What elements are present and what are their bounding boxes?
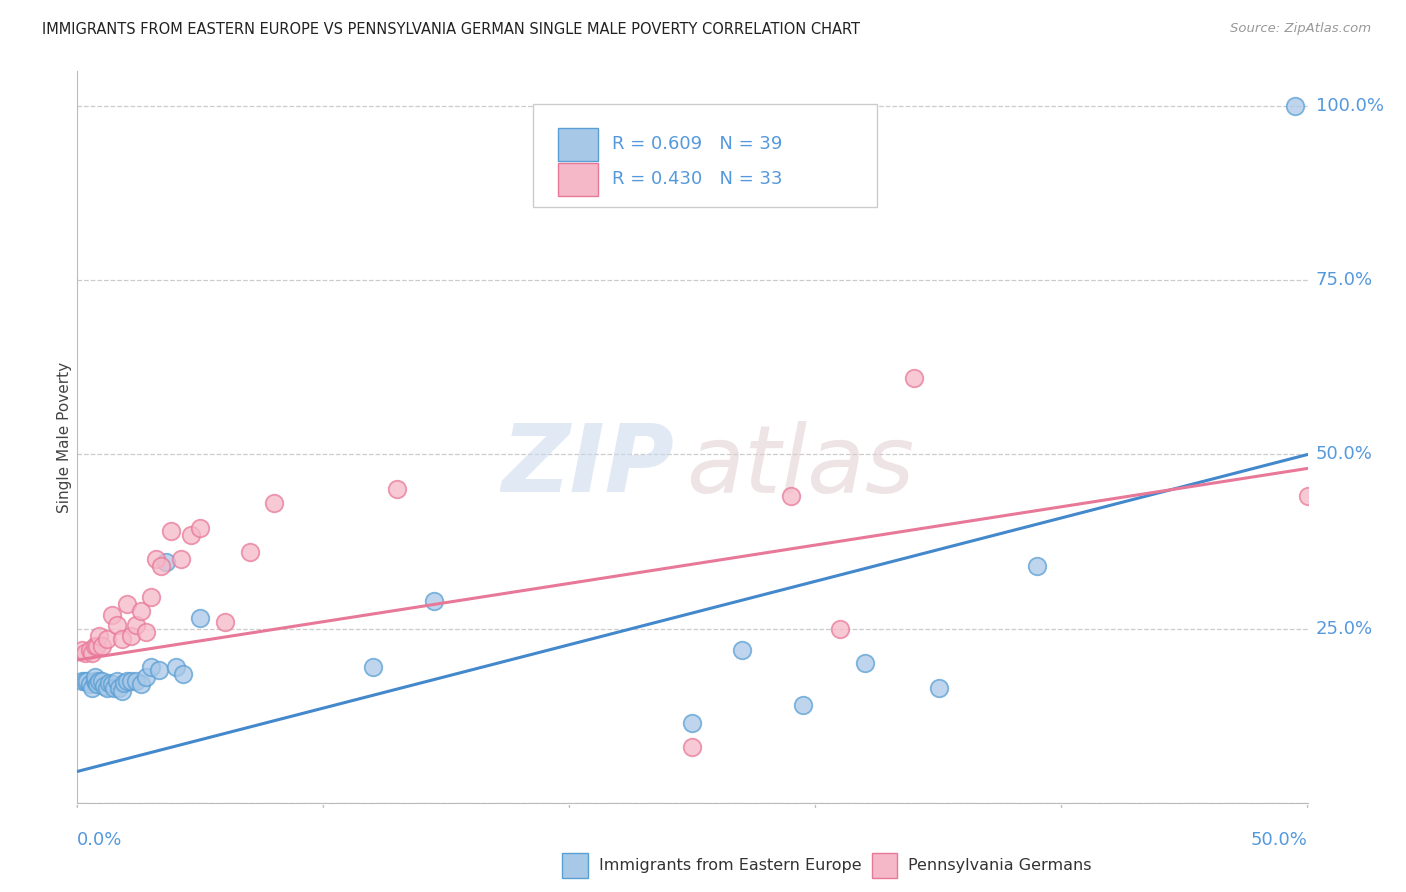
Point xyxy=(121,673,143,688)
Point xyxy=(1284,99,1306,113)
Point xyxy=(780,489,803,503)
Point xyxy=(135,670,157,684)
Point xyxy=(111,632,132,646)
Point xyxy=(73,646,96,660)
Point xyxy=(141,660,163,674)
Point xyxy=(70,642,93,657)
Bar xyxy=(558,128,598,161)
Point xyxy=(105,618,128,632)
Point xyxy=(70,673,93,688)
Point xyxy=(90,673,114,688)
Text: 50.0%: 50.0% xyxy=(1251,830,1308,848)
Point xyxy=(1296,489,1319,503)
Text: Source: ZipAtlas.com: Source: ZipAtlas.com xyxy=(1230,22,1371,36)
Point xyxy=(263,496,285,510)
Point xyxy=(121,629,143,643)
Point xyxy=(423,594,446,608)
Point xyxy=(101,607,124,622)
Point xyxy=(89,673,111,688)
Point xyxy=(165,660,187,674)
Point xyxy=(86,639,108,653)
Point xyxy=(79,677,101,691)
Point xyxy=(385,483,409,497)
Text: ZIP: ZIP xyxy=(501,420,673,512)
Text: 50.0%: 50.0% xyxy=(1316,445,1372,464)
Point xyxy=(115,673,138,688)
Point xyxy=(135,625,157,640)
Point xyxy=(1026,558,1049,573)
Point xyxy=(125,618,148,632)
Point xyxy=(125,673,148,688)
Point xyxy=(188,611,212,625)
Text: R = 0.430   N = 33: R = 0.430 N = 33 xyxy=(613,170,783,188)
Point xyxy=(180,527,202,541)
Point xyxy=(361,660,384,674)
Point xyxy=(141,591,163,605)
Point xyxy=(682,740,704,755)
Text: atlas: atlas xyxy=(686,421,914,512)
Point xyxy=(214,615,236,629)
Point xyxy=(82,681,104,695)
Text: IMMIGRANTS FROM EASTERN EUROPE VS PENNSYLVANIA GERMAN SINGLE MALE POVERTY CORREL: IMMIGRANTS FROM EASTERN EUROPE VS PENNSY… xyxy=(42,22,860,37)
Point xyxy=(239,545,262,559)
Point xyxy=(129,677,153,691)
Point xyxy=(792,698,814,713)
Text: 0.0%: 0.0% xyxy=(77,830,122,848)
Point xyxy=(830,622,852,636)
Point xyxy=(96,632,118,646)
Point xyxy=(172,667,194,681)
Text: R = 0.609   N = 39: R = 0.609 N = 39 xyxy=(613,135,783,153)
Point xyxy=(82,646,104,660)
Point xyxy=(155,556,177,570)
Point xyxy=(73,673,96,688)
Point xyxy=(83,673,105,688)
Point xyxy=(108,681,131,695)
Point xyxy=(83,670,105,684)
Point xyxy=(86,677,108,691)
Point xyxy=(682,715,704,730)
Point xyxy=(83,639,105,653)
Point xyxy=(115,597,138,611)
Point xyxy=(96,681,118,695)
Point xyxy=(103,681,125,695)
Y-axis label: Single Male Poverty: Single Male Poverty xyxy=(56,361,72,513)
Point xyxy=(150,558,173,573)
Point xyxy=(928,681,950,695)
Point xyxy=(105,673,128,688)
Point xyxy=(111,684,132,698)
Point xyxy=(188,521,212,535)
Point xyxy=(93,679,115,693)
Text: Pennsylvania Germans: Pennsylvania Germans xyxy=(908,858,1092,872)
Point xyxy=(98,676,121,690)
Text: 100.0%: 100.0% xyxy=(1316,97,1384,115)
Bar xyxy=(558,162,598,195)
FancyBboxPatch shape xyxy=(533,104,877,207)
Point xyxy=(76,673,98,688)
Point xyxy=(148,664,170,678)
Text: Immigrants from Eastern Europe: Immigrants from Eastern Europe xyxy=(599,858,862,872)
Point xyxy=(101,677,124,691)
Point xyxy=(903,371,925,385)
Point xyxy=(89,629,111,643)
Point xyxy=(170,552,193,566)
Point xyxy=(160,524,183,538)
Point xyxy=(79,642,101,657)
Text: 75.0%: 75.0% xyxy=(1316,271,1374,289)
Point xyxy=(112,676,135,690)
Point xyxy=(145,552,167,566)
Text: 25.0%: 25.0% xyxy=(1316,620,1374,638)
Point xyxy=(90,639,114,653)
Point xyxy=(129,604,153,618)
Point xyxy=(731,642,754,657)
Point xyxy=(853,657,876,671)
